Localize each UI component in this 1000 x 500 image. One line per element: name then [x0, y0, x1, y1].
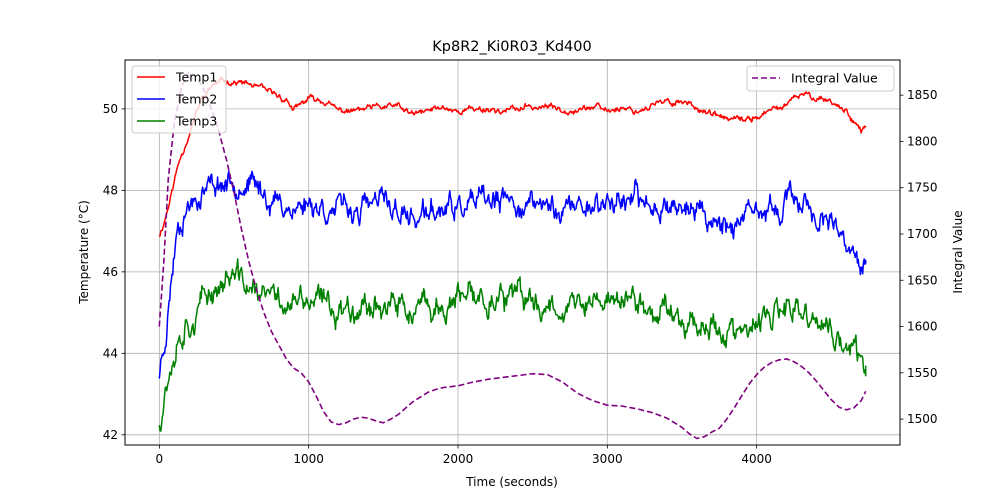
y2-tick-label: 1650: [907, 273, 938, 287]
series-line-temp3: [158, 258, 867, 432]
y2-tick-label: 1850: [907, 88, 938, 102]
series-line-integral-value: [158, 71, 867, 440]
legend-left: Temp1 Temp2 Temp3: [131, 65, 227, 134]
x-tick-label: 3000: [592, 452, 623, 466]
legend-label: Integral Value: [791, 71, 878, 86]
y-axis-title: Temperature (°C): [77, 200, 91, 305]
x-tick-label: 1000: [293, 452, 324, 466]
legend-right: Integral Value: [746, 65, 895, 92]
legend-left-box: [131, 65, 227, 134]
y-axis-right: 1500 1550 1600 1650 1700 1750 1800 1850: [900, 88, 938, 426]
y-axis-left: 42 44 46 48 50: [103, 102, 125, 442]
legend-right-box: [746, 65, 895, 92]
y2-tick-label: 1750: [907, 181, 938, 195]
y2-tick-label: 1800: [907, 134, 938, 148]
plot-frame: [124, 59, 901, 446]
chart-title: Kp8R2_Ki0R03_Kd400: [432, 39, 591, 55]
x-tick-label: 0: [156, 452, 164, 466]
y-tick-label: 44: [103, 346, 118, 360]
legend-label: Temp3: [175, 114, 217, 129]
y-tick-label: 50: [103, 102, 118, 116]
y-tick-label: 46: [103, 265, 118, 279]
y2-axis-title: Integral Value: [951, 210, 965, 293]
y-tick-label: 48: [103, 183, 118, 197]
series-layer: [158, 71, 867, 440]
y2-tick-label: 1600: [907, 320, 938, 334]
x-axis-title: Time (seconds): [465, 475, 558, 489]
legend-label: Temp2: [175, 92, 217, 107]
y2-tick-label: 1700: [907, 227, 938, 241]
x-tick-label: 4000: [741, 452, 772, 466]
y-tick-label: 42: [103, 428, 118, 442]
series-line-temp2: [158, 170, 867, 379]
y2-tick-label: 1500: [907, 412, 938, 426]
series-line-temp1: [158, 76, 867, 238]
y2-tick-label: 1550: [907, 366, 938, 380]
legend-label: Temp1: [175, 70, 217, 85]
x-tick-label: 2000: [443, 452, 474, 466]
x-axis: 0 1000 2000 3000 4000: [156, 445, 772, 466]
grid: [125, 60, 900, 445]
